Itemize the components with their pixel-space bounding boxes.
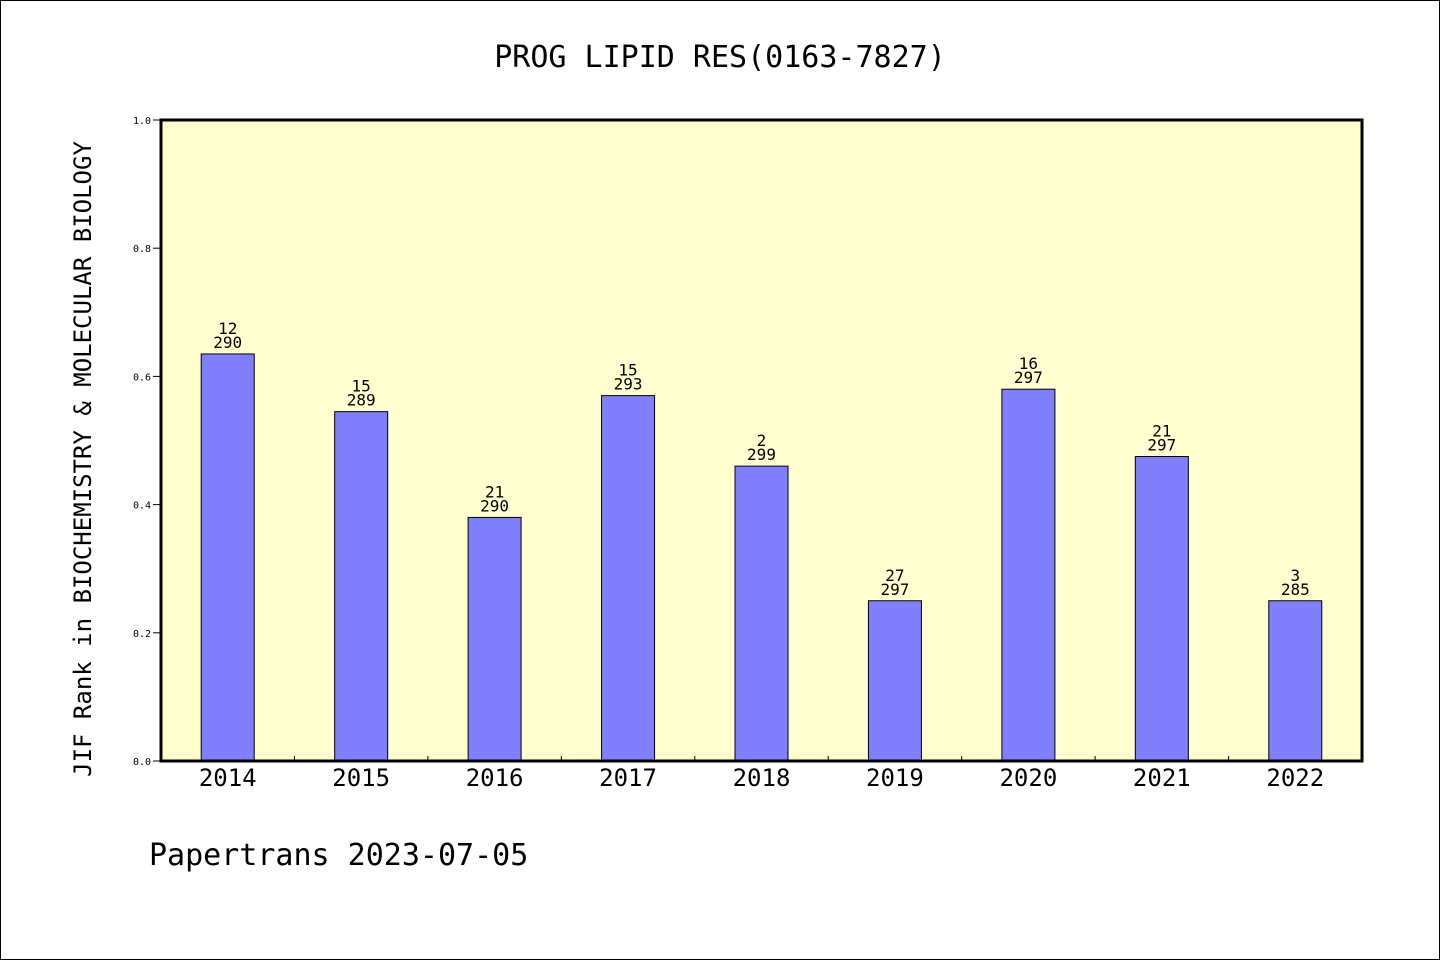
bar-2018: [734, 465, 789, 762]
x-tick-label: 2022: [1266, 764, 1324, 792]
bar-label-total: 297: [880, 580, 909, 599]
x-tick-label: 2017: [599, 764, 657, 792]
bar-label-rank: 21: [1152, 422, 1171, 441]
y-tick-label: 0.8: [133, 244, 151, 255]
y-axis-label: JIF Rank in BIOCHEMISTRY & MOLECULAR BIO…: [69, 141, 97, 777]
bar-label-total: 293: [614, 375, 643, 394]
x-tick-label: 2014: [199, 764, 257, 792]
y-tick-label: 0.4: [133, 501, 151, 512]
bars-group: [200, 353, 1323, 762]
bar-label-rank: 27: [885, 566, 904, 585]
chart-title: PROG LIPID RES(0163-7827): [494, 40, 946, 75]
bar-2019: [867, 600, 922, 762]
bar-label-rank: 15: [352, 377, 371, 396]
bar-label-rank: 3: [1290, 566, 1300, 585]
bar-2017: [601, 395, 656, 762]
y-ticks-group: 0.0 0.2 0.4 0.6 0.8 1.0: [133, 116, 161, 768]
y-tick-label: 0.6: [133, 372, 151, 383]
x-ticks-group: 2014 2015 2016 2017 2018 2019 2020 2021 2022: [199, 756, 1324, 792]
bar-2021: [1134, 456, 1189, 762]
x-tick-label: 2015: [332, 764, 390, 792]
bar-2016: [467, 516, 522, 762]
x-tick-label: 2021: [1133, 764, 1191, 792]
bar-labels-group: 1229015289212901529322992729716297212973…: [213, 319, 1309, 599]
x-tick-label: 2016: [466, 764, 524, 792]
bar-label-total: 290: [213, 333, 242, 352]
bar-2015: [334, 411, 389, 762]
bar-2022: [1268, 600, 1323, 762]
bar-label-rank: 2: [757, 431, 767, 450]
y-tick-label: 0.2: [133, 629, 151, 640]
bar-label-rank: 21: [485, 482, 504, 501]
x-tick-label: 2019: [866, 764, 924, 792]
bar-label-total: 289: [347, 391, 376, 410]
footer-source-date: Papertrans 2023-07-05: [149, 838, 528, 873]
bar-label-total: 299: [747, 445, 776, 464]
bar-label-rank: 12: [218, 319, 237, 338]
bar-label-rank: 16: [1019, 354, 1038, 373]
bar-2020: [1001, 388, 1056, 762]
bar-2014: [200, 353, 255, 762]
bar-label-total: 297: [1014, 368, 1043, 387]
y-tick-label: 0.0: [133, 757, 151, 768]
bar-label-rank: 15: [618, 361, 637, 380]
bar-label-total: 297: [1147, 436, 1176, 455]
x-tick-label: 2020: [999, 764, 1057, 792]
y-tick-label: 1.0: [133, 116, 151, 127]
plot-border: [159, 118, 1364, 763]
x-tick-label: 2018: [733, 764, 791, 792]
bar-label-total: 285: [1281, 580, 1310, 599]
bar-label-total: 290: [480, 496, 509, 515]
